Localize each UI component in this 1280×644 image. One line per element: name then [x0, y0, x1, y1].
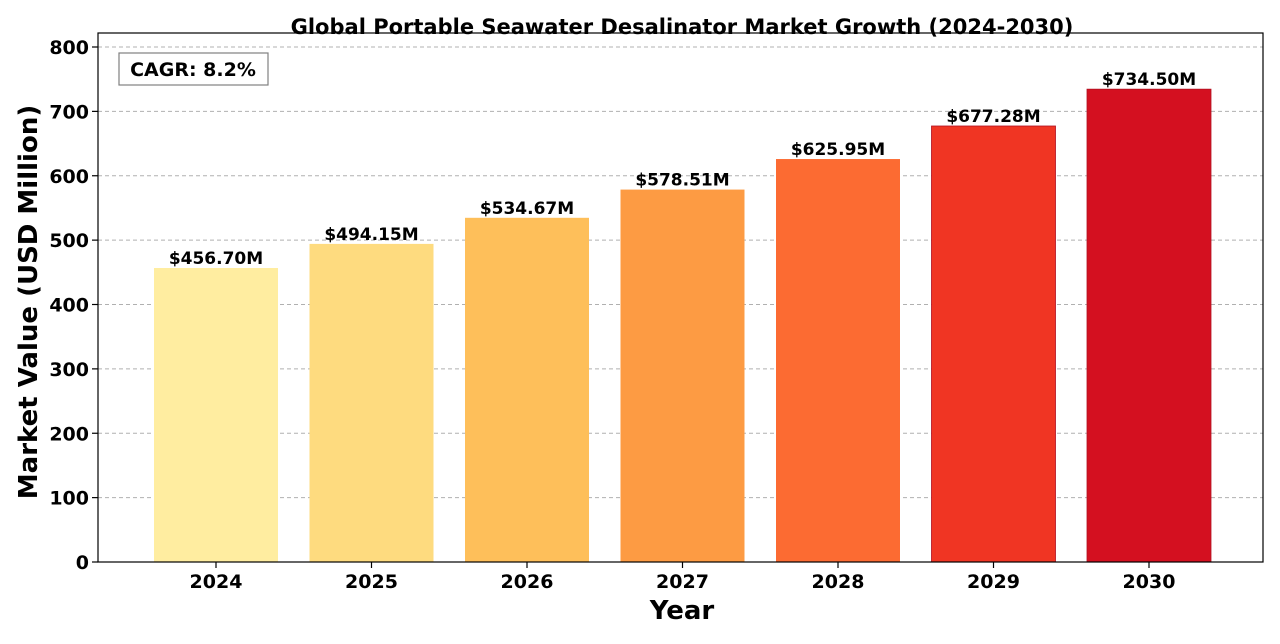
bar-2025	[309, 243, 434, 562]
bar-2028	[776, 159, 900, 563]
annotation-box	[118, 52, 269, 86]
chart-title: Global Portable Seawater Desalinator Mar…	[291, 15, 1074, 39]
bar-2030	[1086, 88, 1212, 563]
data-label-2026: $534.67M	[480, 199, 574, 219]
annotation-text: CAGR: 8.2%	[130, 59, 256, 81]
cagr-annotation: CAGR: 8.2%	[118, 52, 269, 86]
x-tick-label: 2028	[812, 571, 865, 593]
x-tick-label: 2025	[345, 571, 398, 593]
plot-frame	[97, 32, 1264, 563]
bar-2024	[154, 267, 278, 562]
data-label-2029: $677.28M	[946, 107, 1040, 127]
data-labels: $456.70M $494.15M $534.67M $578.51M $625.95M…	[169, 70, 1196, 269]
x-tick-label: 2027	[656, 571, 709, 593]
y-tick-label: 200	[49, 423, 89, 445]
bar-2029	[931, 125, 1056, 563]
x-tick-label: 2030	[1123, 571, 1176, 593]
data-label-2028: $625.95M	[791, 140, 885, 160]
x-axis-label: Year	[649, 596, 715, 626]
data-label-2030: $734.50M	[1102, 70, 1196, 90]
y-tick-label: 400	[49, 295, 89, 317]
y-tick-label: 800	[49, 37, 89, 59]
y-tick-label: 300	[49, 359, 89, 381]
data-label-2025: $494.15M	[324, 225, 418, 245]
y-axis-label: Market Value (USD Million)	[14, 105, 44, 499]
y-tick-label: 700	[49, 101, 89, 123]
y-tick-label: 100	[49, 488, 89, 510]
x-tick-label: 2029	[967, 571, 1020, 593]
data-label-2027: $578.51M	[635, 171, 729, 191]
data-label-2024: $456.70M	[169, 249, 263, 269]
bar-2026	[465, 217, 589, 562]
y-axis-ticks: 0 100 200 300 400 500 600 700 800	[49, 37, 98, 574]
x-tick-label: 2026	[501, 571, 554, 593]
bars	[154, 88, 1212, 563]
bar-2027	[620, 189, 745, 563]
x-tick-label: 2024	[190, 571, 243, 593]
y-tick-label: 600	[49, 166, 89, 188]
y-tick-label: 500	[49, 230, 89, 252]
x-axis-ticks: 2024 2025 2026 2027 2028 2029 2030	[190, 562, 1176, 593]
y-tick-label: 0	[76, 552, 89, 574]
